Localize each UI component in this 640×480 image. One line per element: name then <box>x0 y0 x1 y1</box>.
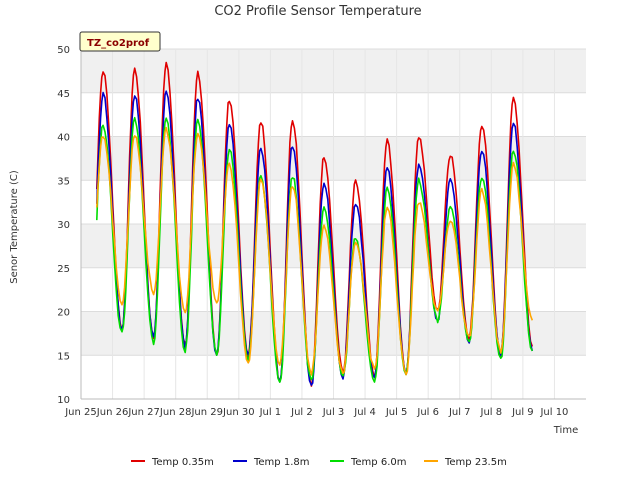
x-tick-label: Jun 25 <box>64 407 97 418</box>
x-tick-labels: Jun 25 Jun 26 Jun 27 Jun 28 Jun 29 Jun 30 Jul … <box>64 407 568 418</box>
y-tick-label: 35 <box>57 176 70 187</box>
station-badge-box <box>79 31 161 52</box>
x-tick-label: Jun 29 <box>190 407 223 418</box>
x-tick-label: Jul 5 <box>385 407 408 418</box>
legend-label: Temp 1.8m <box>253 457 309 468</box>
y-tick-label: 20 <box>57 308 70 319</box>
series-line <box>96 126 534 376</box>
station-badge: TZ_co2prof <box>79 31 161 52</box>
x-tick-label: Jul 9 <box>511 407 534 418</box>
station-badge-label: TZ_co2prof <box>87 38 150 49</box>
y-tick-label: 50 <box>57 45 70 56</box>
y-tick-label: 25 <box>57 264 70 275</box>
x-tick-label: Jul 7 <box>448 407 471 418</box>
x-tick-label: Jul 6 <box>416 407 439 418</box>
x-tick-label: Jul 3 <box>322 407 345 418</box>
y-axis-label: Senor Temperature (C) <box>9 170 20 284</box>
x-tick-label: Jul 10 <box>539 407 568 418</box>
chart-title: CO2 Profile Sensor Temperature <box>214 4 421 19</box>
y-tick-label: 40 <box>57 133 70 144</box>
y-tick-labels: 10 15 20 25 30 35 40 45 50 <box>57 45 70 406</box>
legend: Temp 0.35m Temp 1.8m Temp 6.0m Temp 23.5m <box>131 457 507 468</box>
x-tick-label: Jun 30 <box>222 407 255 418</box>
y-tick-label: 10 <box>57 395 70 406</box>
series-group <box>80 49 586 400</box>
x-tick-label: Jun 27 <box>127 407 160 418</box>
y-tick-label: 15 <box>57 351 70 362</box>
legend-label: Temp 6.0m <box>350 457 406 468</box>
x-tick-label: Jul 1 <box>259 407 282 418</box>
y-tick-label: 30 <box>57 220 70 231</box>
x-axis-label: Time <box>553 425 578 436</box>
legend-label: Temp 0.35m <box>151 457 214 468</box>
y-tick-label: 45 <box>57 89 70 100</box>
x-tick-label: Jul 8 <box>480 407 503 418</box>
x-tick-label: Jul 4 <box>353 407 376 418</box>
x-tick-label: Jun 28 <box>159 407 192 418</box>
x-tick-label: Jul 2 <box>290 407 313 418</box>
legend-label: Temp 23.5m <box>444 457 507 468</box>
x-tick-label: Jun 26 <box>96 407 129 418</box>
